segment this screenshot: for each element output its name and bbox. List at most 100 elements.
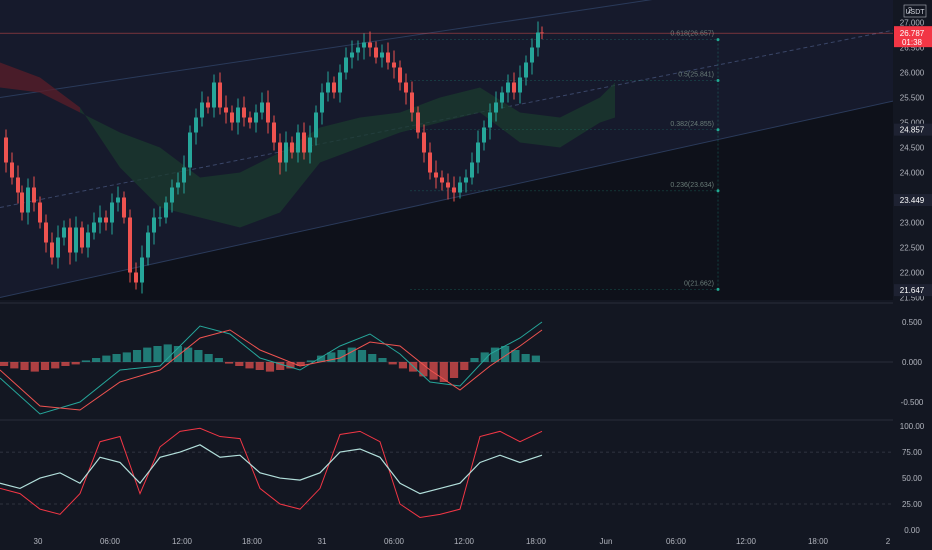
currency-label: USDT <box>905 9 925 16</box>
stoch-pane[interactable] <box>0 422 893 532</box>
candle-body <box>470 162 474 178</box>
macd-signal-line <box>0 329 543 411</box>
candle-body <box>530 47 534 63</box>
candle-body <box>512 82 516 93</box>
candle-body <box>140 257 144 283</box>
time-axis-label: Jun <box>600 537 613 546</box>
price-badge-marker-1 <box>894 123 932 136</box>
macd-histogram-bar <box>143 347 152 362</box>
stoch-d-line <box>0 427 543 518</box>
candle-body <box>20 192 24 213</box>
candle-body <box>122 197 126 218</box>
candle-body <box>290 142 294 153</box>
stoch-axis-tick: 75.00 <box>902 448 923 457</box>
macd-histogram-bar <box>224 362 234 364</box>
macd-histogram-bar <box>531 355 540 362</box>
candle-body <box>368 42 372 48</box>
candle-body <box>536 32 540 48</box>
macd-histogram-bar <box>511 350 520 362</box>
candle-body <box>158 217 162 219</box>
candle-body <box>446 182 450 188</box>
macd-pane[interactable] <box>0 306 932 421</box>
channel-lower-line <box>0 92 932 298</box>
candle-body <box>128 217 132 273</box>
price-badge-last-countdown: 01:38 <box>902 38 923 47</box>
candle-body <box>4 137 8 163</box>
candle-body <box>80 227 84 248</box>
channel-lower-fill <box>0 92 932 300</box>
candle-body <box>350 52 354 58</box>
fib-level-label: 0(21.662) <box>684 280 714 287</box>
fib-level-label: 0.236(23.634) <box>670 182 714 189</box>
candle-body <box>254 112 258 123</box>
candle-body <box>518 77 522 93</box>
candle-body <box>110 202 114 223</box>
candle-body <box>296 132 300 153</box>
macd-histogram-bar <box>286 362 295 369</box>
candle-body <box>16 177 20 193</box>
candle-body <box>326 82 330 93</box>
time-axis-label: 30 <box>34 537 43 546</box>
macd-histogram-bar <box>61 362 70 366</box>
macd-histogram-bar <box>337 350 346 362</box>
ichimoku-cloud-segment <box>200 172 240 228</box>
candle-body <box>524 62 528 78</box>
candle-body <box>272 122 276 143</box>
ichimoku-cloud-segment <box>240 152 280 228</box>
candle-body <box>176 182 180 188</box>
stoch-axis-tick: 25.00 <box>902 500 923 509</box>
candle-body <box>248 117 252 123</box>
time-axis-label: 18:00 <box>526 537 547 546</box>
candle-body <box>476 142 480 163</box>
candle-body <box>404 82 408 93</box>
candle-body <box>422 132 426 153</box>
ichimoku-cloud-segment <box>320 117 360 163</box>
candle-body <box>278 142 282 163</box>
macd-histogram-bar <box>153 346 162 362</box>
time-axis-label: 12:00 <box>454 537 475 546</box>
currency-box[interactable] <box>903 4 927 18</box>
stoch-pane-bg <box>0 422 893 532</box>
price-pane[interactable]: 0.618(26.657) 0.5(25.841) 0.382(24.855) 0.2… <box>0 0 932 304</box>
candle-body <box>104 217 108 223</box>
macd-axis-tick: -0.500 <box>901 398 924 407</box>
fib-level-label: 0.382(24.855) <box>670 121 714 128</box>
macd-histogram-bar <box>480 352 489 362</box>
macd-histogram-bar <box>490 347 500 362</box>
candle-body <box>260 102 264 113</box>
candle-body <box>26 187 30 213</box>
candle-body <box>218 82 222 108</box>
time-axis-bg <box>0 533 932 550</box>
candle-body <box>152 217 156 233</box>
price-axis-tick: 22.000 <box>900 269 925 278</box>
candle-body <box>50 242 54 258</box>
candle-body <box>398 67 402 83</box>
candle-body <box>284 142 288 163</box>
price-badge-marker-2-text: 23.449 <box>900 196 925 205</box>
ichimoku-cloud-segment <box>480 87 520 143</box>
macd-histogram-bar <box>419 362 428 377</box>
candle-body <box>224 107 228 113</box>
macd-histogram-bar <box>0 362 9 366</box>
candle-body <box>440 177 444 183</box>
candle-body <box>494 102 498 113</box>
ichimoku-cloud-segment <box>360 112 400 148</box>
stoch-axis-tick: 50.00 <box>902 474 923 483</box>
macd-histogram-bar <box>163 344 172 362</box>
ichimoku-cloud-segment <box>80 107 120 168</box>
macd-histogram-bar <box>204 354 213 362</box>
candle-body <box>10 162 14 178</box>
macd-axis-tick: 0.500 <box>902 318 923 327</box>
macd-histogram-bar <box>71 362 80 365</box>
price-axis-tick: 25.000 <box>900 119 925 128</box>
time-axis[interactable]: 30 06:00 12:00 18:00 31 06:00 12:00 18:00 Jun 06:… <box>0 533 932 550</box>
candle-body <box>188 132 192 168</box>
macd-histogram-bar <box>368 354 377 362</box>
candle-body <box>338 72 342 93</box>
macd-histogram-bar <box>378 358 387 362</box>
macd-histogram-bar <box>327 352 336 362</box>
time-axis-label: 12:00 <box>172 537 193 546</box>
candle-body <box>488 112 492 128</box>
